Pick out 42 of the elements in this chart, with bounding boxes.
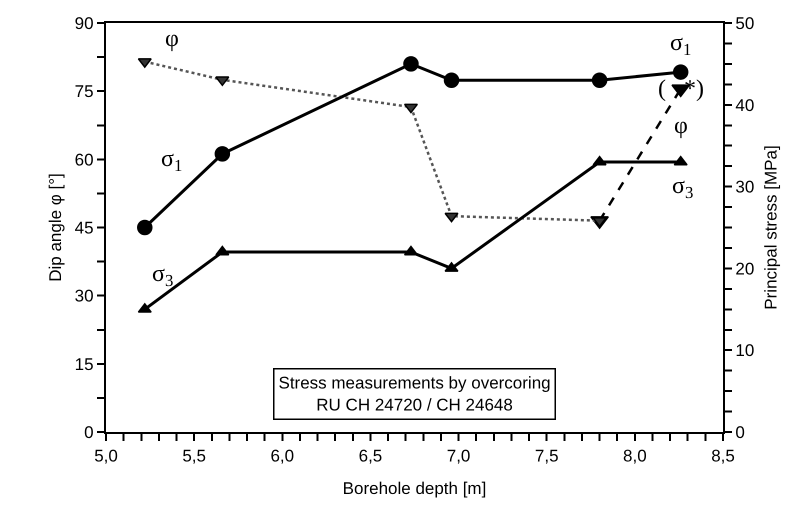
y-tick-label: 0	[84, 422, 94, 442]
point	[592, 72, 608, 88]
x-tick-label: 7,5	[534, 446, 559, 466]
text: σ$_{1}$	[161, 146, 182, 176]
x-tick-label: 5,0	[94, 446, 118, 466]
series-label: σ$_{3}$	[152, 261, 174, 290]
y2-axis-title: Principal stress [MPa]	[762, 145, 780, 310]
x-tick-label: 7,0	[446, 446, 470, 466]
point	[137, 220, 153, 236]
point	[672, 64, 688, 80]
y2-tick-label: 30	[735, 178, 754, 197]
point	[215, 76, 230, 86]
series-label: φ	[165, 26, 179, 52]
x-tick-label: 6,0	[270, 446, 294, 466]
x-tick-label: 8,5	[711, 446, 735, 466]
y-axis-title: Dip angle φ [°]	[46, 173, 65, 282]
x-tick-label: 5,5	[182, 446, 206, 466]
point	[215, 246, 230, 256]
y2-tick-label: 10	[735, 341, 754, 360]
y-tick-label: 45	[74, 218, 94, 238]
y-tick-label: 75	[74, 82, 94, 102]
point	[674, 156, 688, 166]
y2-tick-label: 20	[735, 259, 754, 278]
point	[214, 146, 230, 162]
y-tick-label: 30	[74, 286, 94, 306]
text: σ$_{3}$	[672, 173, 694, 202]
point	[592, 156, 607, 166]
y2-tick-label: 40	[735, 96, 754, 115]
series-label: φ	[674, 113, 688, 139]
y-tick-label: 90	[74, 14, 94, 33]
y-tick-label: 60	[74, 150, 94, 170]
y-tick-label: 15	[74, 354, 94, 374]
series-label: σ$_{1}$	[670, 30, 692, 60]
x-tick-label: 6,5	[358, 446, 382, 466]
y2-tick-label: 0	[735, 422, 745, 442]
point	[444, 72, 460, 88]
annotation: Stress measurements by overcoring RU CH 24720 / CH 24648	[278, 374, 551, 415]
y2-tick-label: 50	[735, 14, 754, 33]
point	[404, 246, 418, 256]
x-tick-label: 8,0	[623, 446, 647, 466]
x-axis-title: Borehole depth [m]	[342, 479, 486, 498]
point	[403, 56, 419, 72]
